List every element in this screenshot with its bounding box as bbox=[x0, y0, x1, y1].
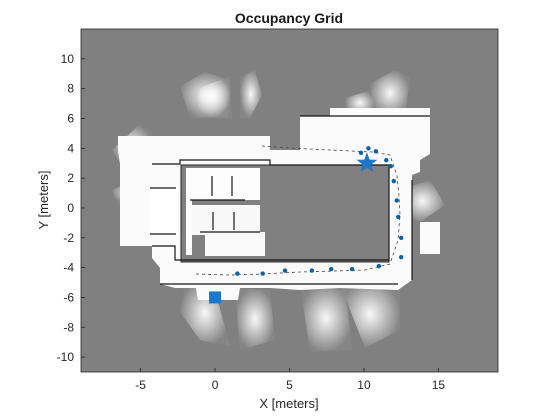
landmark-point bbox=[398, 254, 404, 260]
x-tick-label: 5 bbox=[286, 378, 293, 392]
landmark-point bbox=[349, 266, 355, 272]
y-tick-label: -8 bbox=[63, 320, 74, 334]
y-tick-label: -6 bbox=[63, 290, 74, 304]
landmark-point bbox=[235, 271, 240, 276]
occupancy-map bbox=[112, 70, 445, 352]
x-tick-label: -5 bbox=[135, 378, 146, 392]
y-tick-label: 2 bbox=[67, 171, 74, 185]
x-tick-label: 10 bbox=[357, 378, 371, 392]
landmark-point bbox=[384, 158, 389, 163]
interior-block bbox=[150, 164, 390, 263]
plot-area: -5 0 5 10 15 -10 -8 -6 -4 -2 0 2 4 6 8 10 bbox=[57, 28, 499, 392]
markers bbox=[209, 146, 404, 304]
landmark-point bbox=[309, 268, 315, 273]
y-axis: -10 -8 -6 -4 -2 0 2 4 6 8 10 bbox=[57, 52, 85, 364]
landmark-point bbox=[388, 164, 393, 169]
x-tick-label: 15 bbox=[432, 378, 446, 392]
landmark-point bbox=[329, 266, 334, 272]
walls bbox=[150, 115, 430, 285]
y-tick-label: -10 bbox=[57, 350, 75, 364]
x-axis: -5 0 5 10 15 bbox=[135, 368, 445, 392]
landmark-point bbox=[260, 271, 265, 276]
y-tick-label: 6 bbox=[67, 111, 74, 125]
start-marker bbox=[209, 291, 222, 304]
landmark-point bbox=[398, 235, 404, 240]
landmark-point bbox=[396, 214, 401, 220]
landmark-point bbox=[282, 268, 288, 273]
x-tick-label: 0 bbox=[212, 378, 219, 392]
landmark-point bbox=[376, 263, 382, 269]
landmark-point bbox=[358, 150, 364, 155]
y-axis-label: Y [meters] bbox=[36, 170, 51, 229]
chart-title: Occupancy Grid bbox=[235, 10, 343, 26]
x-axis-label: X [meters] bbox=[259, 396, 318, 411]
y-tick-label: -2 bbox=[63, 231, 74, 245]
odometry-trace bbox=[195, 145, 401, 276]
landmark-point bbox=[366, 146, 371, 151]
y-tick-label: 10 bbox=[61, 52, 75, 66]
landmark-point bbox=[394, 198, 399, 203]
y-tick-label: 4 bbox=[67, 141, 74, 155]
landmark-point bbox=[373, 149, 379, 154]
goal-star-marker bbox=[356, 152, 378, 173]
y-tick-label: 0 bbox=[67, 201, 74, 215]
landmark-point bbox=[391, 178, 396, 184]
y-tick-label: 8 bbox=[67, 82, 74, 96]
y-tick-label: -4 bbox=[63, 261, 74, 275]
